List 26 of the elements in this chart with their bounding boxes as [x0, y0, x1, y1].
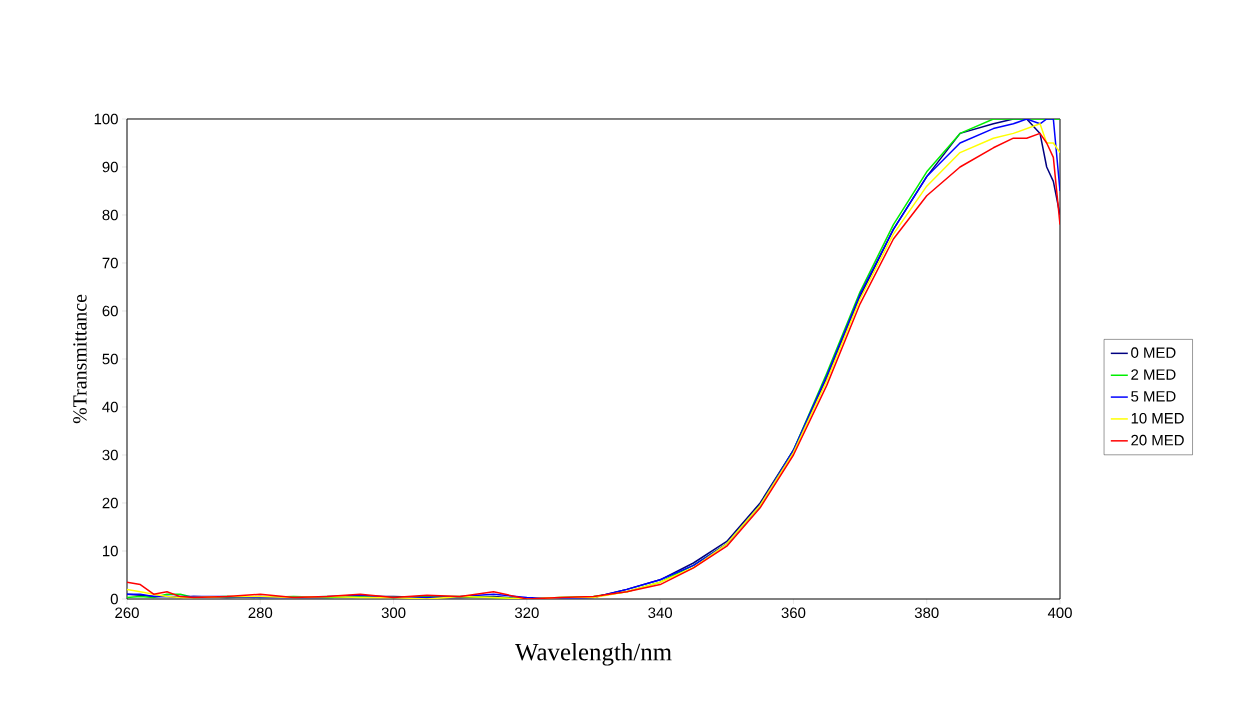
- y-tick-label: 70: [102, 257, 118, 269]
- x-axis-title: Wavelength/nm: [515, 642, 672, 666]
- x-tick-label: 380: [914, 607, 939, 619]
- legend-label: 10 MED: [1131, 412, 1184, 424]
- legend-label: 2 MED: [1131, 369, 1176, 380]
- y-tick-label: 20: [102, 497, 118, 509]
- x-tick-label: 400: [1047, 607, 1072, 619]
- y-tick-label: 10: [103, 545, 118, 557]
- legend-label: 0 MED: [1131, 347, 1176, 358]
- y-tick-label: 30: [102, 449, 118, 461]
- y-tick-label: 100: [94, 113, 118, 125]
- y-tick-label: 40: [102, 401, 118, 413]
- y-tick-label: 60: [102, 305, 118, 317]
- y-tick-label: 0: [110, 593, 118, 605]
- x-tick-label: 300: [381, 607, 406, 619]
- x-tick-label: 320: [514, 607, 539, 619]
- y-tick-label: 90: [102, 161, 118, 173]
- x-tick-label: 260: [115, 607, 139, 619]
- legend-label: 20 MED: [1131, 434, 1184, 446]
- y-axis-title: %Transmittance: [73, 294, 87, 424]
- x-tick-label: 340: [648, 607, 673, 619]
- legend-label: 5 MED: [1131, 391, 1176, 402]
- y-tick-label: 80: [102, 209, 118, 221]
- x-tick-label: 280: [248, 607, 273, 619]
- y-tick-label: 50: [102, 353, 118, 365]
- x-tick-label: 360: [781, 607, 806, 619]
